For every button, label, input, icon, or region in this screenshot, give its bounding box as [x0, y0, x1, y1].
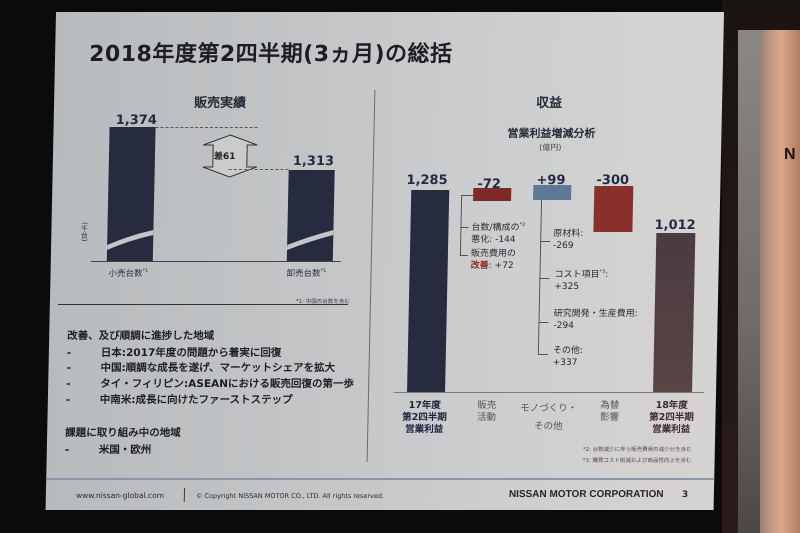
category-fy18: 18年度 第2四半期 営業利益: [649, 400, 694, 435]
profit-footnote-3: *3: 購買コスト削減および商品性向上を含む: [582, 458, 692, 464]
improving-region-item: - タイ・フィリピン:ASEANにおける販売回復の第一歩: [66, 378, 355, 390]
retail-level-line: [155, 127, 258, 128]
wholesale-value: 1,313: [292, 154, 335, 169]
sales-baseline: [90, 261, 341, 262]
category-fy17: 17年度 第2四半期 営業利益: [402, 400, 447, 435]
difference-label: 差61: [213, 152, 236, 162]
bar-fy17-operating-profit: [407, 190, 450, 392]
footer-separator: [183, 488, 186, 502]
bar-monozukuri: [533, 185, 572, 200]
background-panel-text: N: [784, 146, 796, 163]
footer-url[interactable]: www.nissan-global.com: [75, 491, 165, 500]
double-arrow-icon: [202, 134, 258, 178]
improving-regions-title: 改善、及び順調に進捗した地域: [67, 330, 215, 342]
category-fx: 為替 影響: [599, 400, 620, 423]
category-monozukuri: モノづくり・ その他: [520, 403, 578, 432]
profit-section-title: 収益: [535, 96, 563, 111]
axis-break-icon: [287, 230, 334, 250]
sales-unit-label: (千台): [80, 222, 89, 242]
retail-label: 小売台数*1: [108, 268, 149, 279]
profit-footnote-2: *2: 台数減少に伴う販売費用の減少分を含む: [582, 447, 692, 453]
bar-fx-impact: [593, 186, 634, 232]
challenge-region-item: - 米国・欧州: [64, 444, 152, 456]
slide-title: 2018年度第2四半期(3ヵ月)の総括: [88, 42, 453, 67]
background-panel-side: [738, 30, 760, 533]
bracket-tick: [539, 278, 550, 279]
bracket-tick: [540, 241, 551, 242]
presentation-slide: 2018年度第2四半期(3ヵ月)の総括 販売実績 1,374 差61 1,313…: [45, 12, 725, 510]
bar-value-fy17: 1,285: [406, 173, 448, 188]
sales-footnote-rule: [57, 304, 348, 305]
bracket-tick: [461, 195, 474, 196]
retail-value: 1,374: [115, 113, 158, 128]
improving-region-item: - 中南米:成長に向けたファーストステップ: [65, 394, 293, 406]
profit-baseline: [394, 392, 705, 393]
axis-break-icon: [107, 230, 154, 250]
improving-region-item: - 中国:順調な成長を遂げ、マーケットシェアを拡大: [66, 362, 336, 374]
wholesale-bar: [286, 170, 335, 261]
sales-breakdown-volume: 台数/構成の*2 悪化: -144: [471, 222, 526, 245]
category-sales: 販売 活動: [476, 400, 497, 423]
difference-arrow: 差61: [201, 134, 260, 178]
sales-breakdown-cost: 販売費用の 改善: +72: [470, 249, 517, 271]
footer-copyright: © Copyright NISSAN MOTOR CO., LTD. All r…: [195, 492, 385, 500]
footer-rule: [46, 478, 715, 480]
bar-fy18-operating-profit: [653, 233, 696, 392]
challenge-regions-title: 課題に取り組み中の地域: [65, 427, 181, 439]
bar-sales-activity: [473, 188, 512, 201]
bracket-tick: [459, 255, 468, 256]
mono-breakdown-rnd: 研究開発・生産費用: -294: [553, 309, 638, 331]
mono-breakdown-other: その他: +337: [552, 346, 584, 368]
bracket-tick: [537, 354, 548, 355]
improving-region-item: - 日本:2017年度の問題から着実に回復: [66, 347, 282, 359]
profit-chart-title: 営業利益増減分析: [507, 127, 596, 140]
wholesale-level-line: [228, 169, 289, 170]
footer-company: NISSAN MOTOR CORPORATION: [508, 489, 664, 500]
sales-breakdown-bracket: [459, 195, 463, 256]
retail-bar: [106, 127, 156, 261]
bracket-tick: [538, 322, 549, 323]
sales-section-title: 販売実績: [193, 96, 247, 111]
page-number: 3: [681, 490, 689, 500]
mono-breakdown-materials: 原材料: -269: [552, 229, 584, 251]
bar-value-fy18: 1,012: [654, 218, 696, 233]
bracket-tick: [460, 227, 469, 228]
section-divider: [366, 90, 376, 462]
wholesale-label: 卸売台数*1: [286, 268, 327, 279]
profit-chart-unit: (億円): [539, 143, 562, 152]
mono-breakdown-cost-items: コスト項目*3: +325: [554, 269, 609, 292]
